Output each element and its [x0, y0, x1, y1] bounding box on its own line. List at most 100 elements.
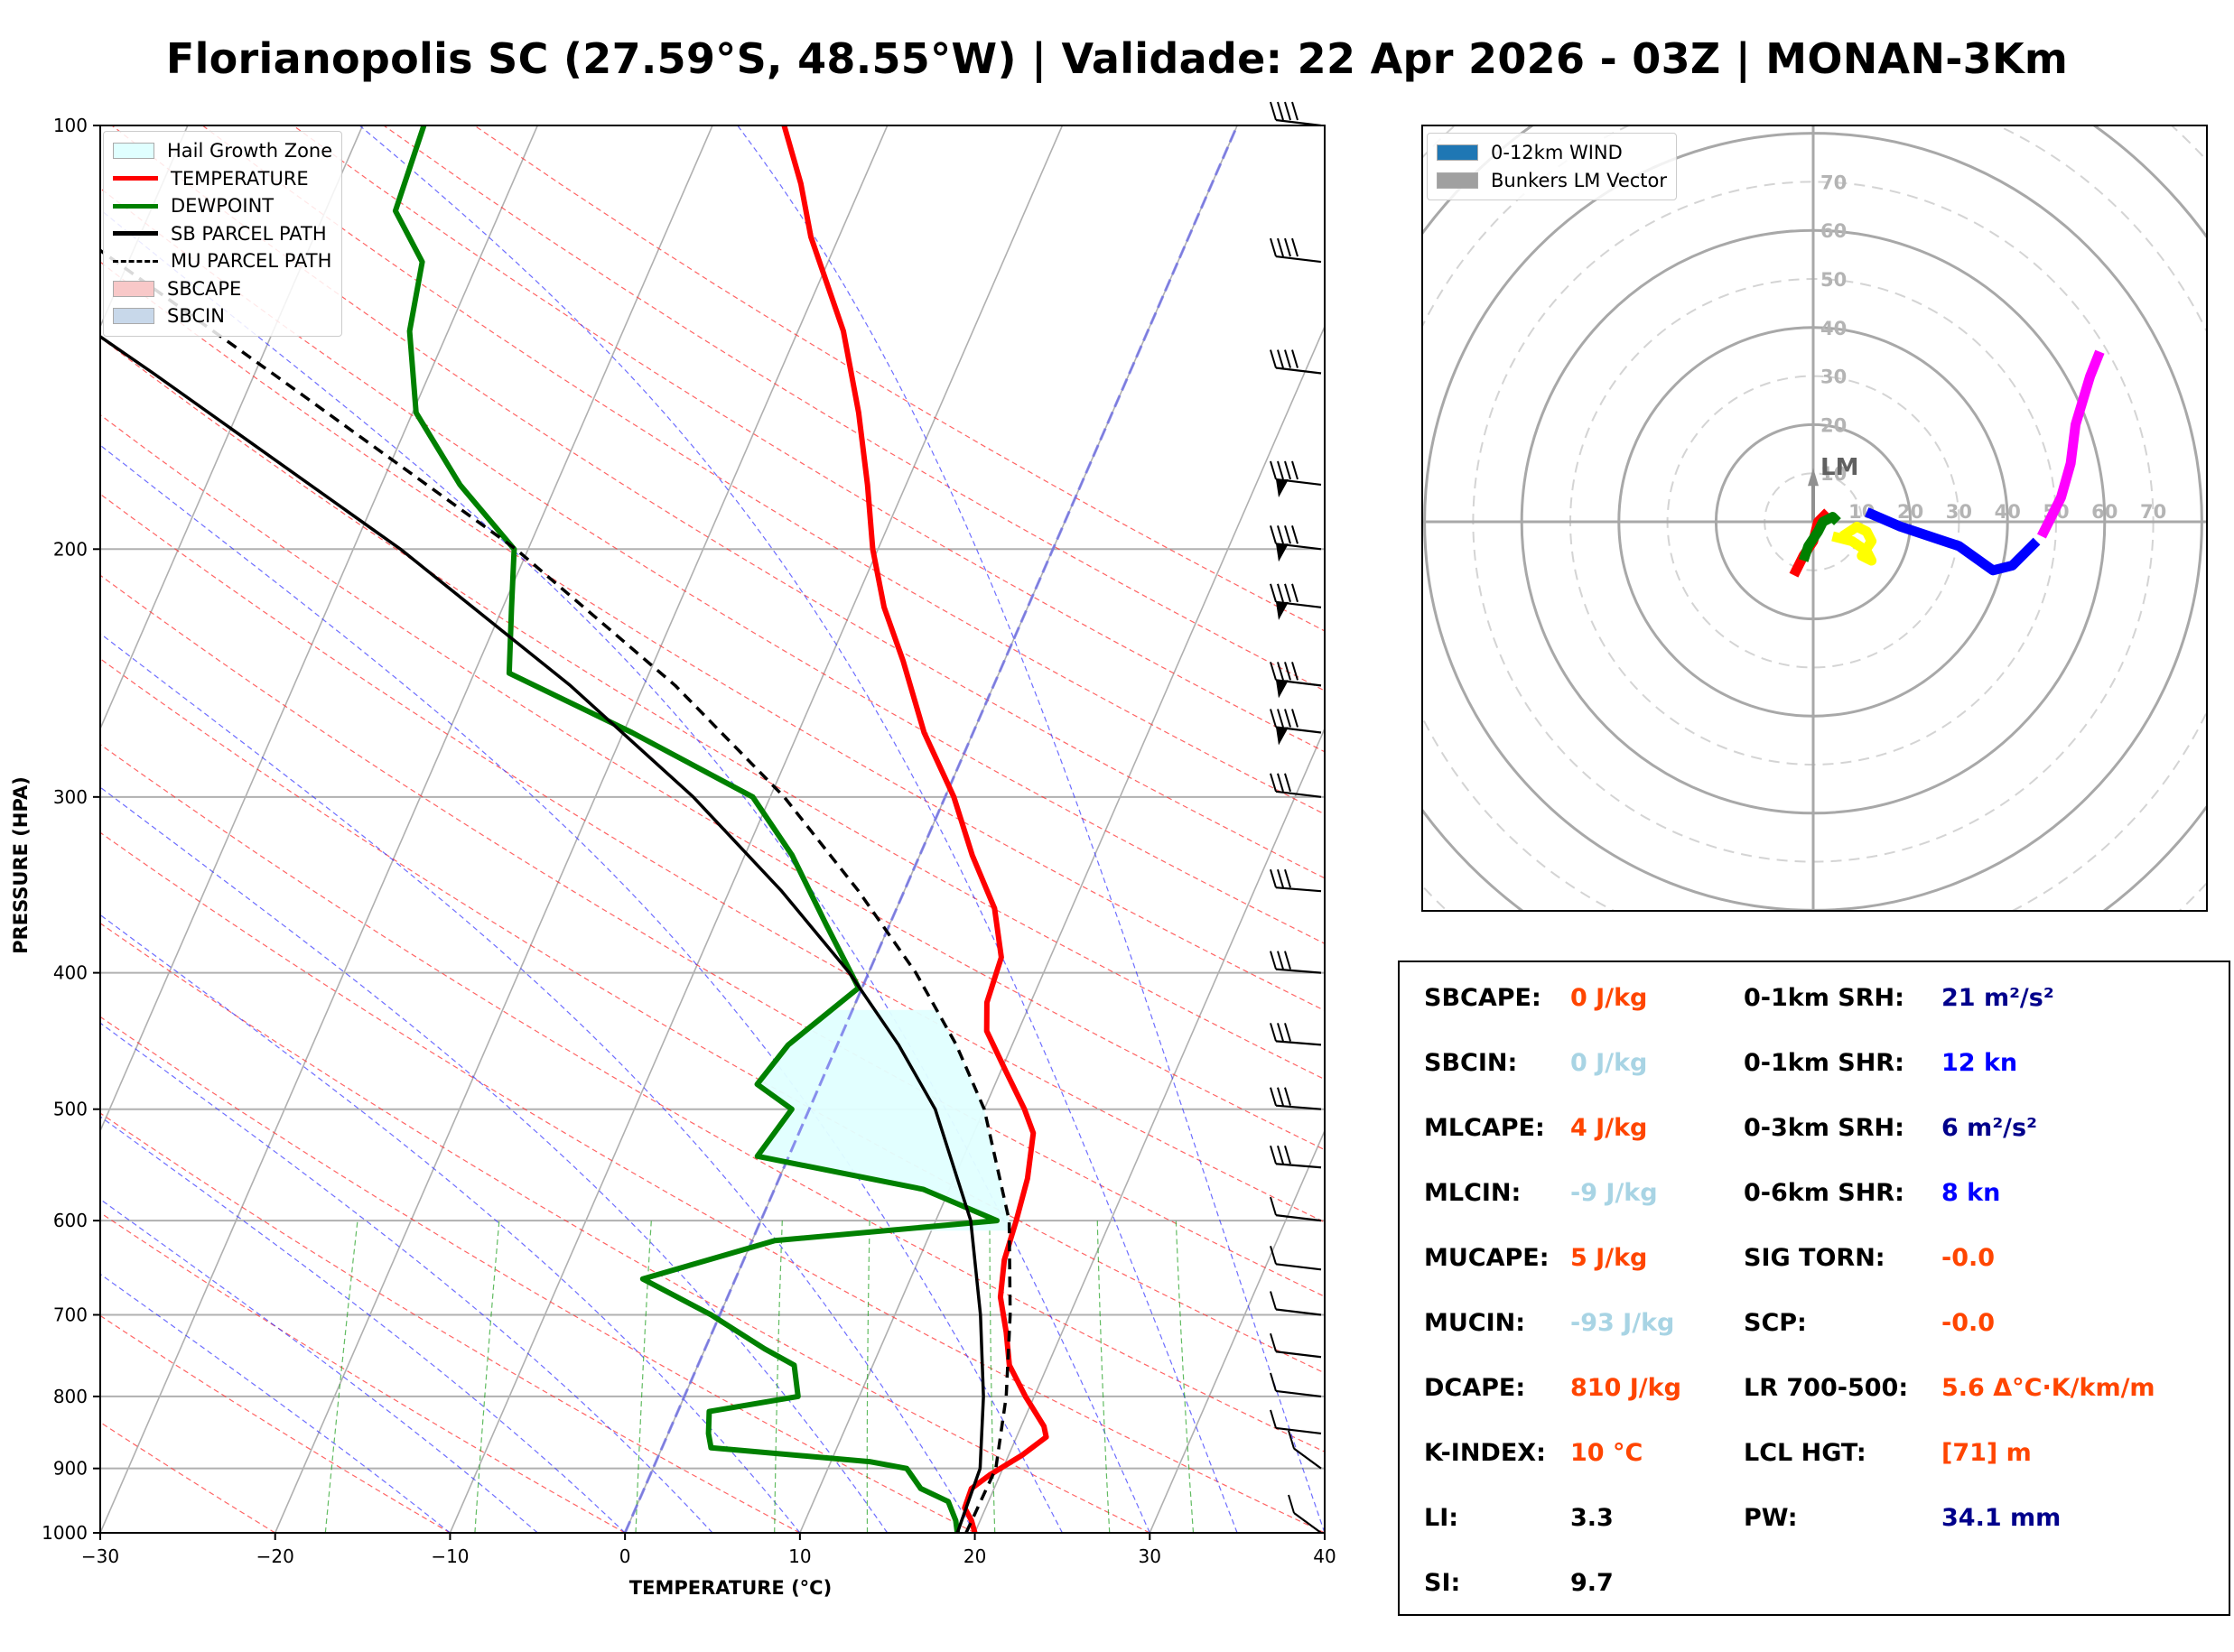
moist-adiabat: [737, 125, 1325, 1533]
hodograph-frame: [1421, 125, 2208, 912]
legend-entry: MU PARCEL PATH: [113, 247, 332, 275]
legend-label: DEWPOINT: [171, 195, 275, 218]
param-label: PW:: [1744, 1504, 1798, 1532]
legend-swatch: [113, 176, 158, 181]
dry-adiabat: [100, 574, 1325, 1297]
wind-barb: [1270, 1409, 1322, 1435]
isotherm: [973, 727, 1325, 1533]
param-value: -93 J/kg: [1570, 1309, 1675, 1337]
mixing-ratio-line: [1096, 1220, 1111, 1533]
param-value: 9.7: [1570, 1569, 1614, 1597]
param-value: 0 J/kg: [1570, 984, 1648, 1012]
moist-adiabat: [100, 1022, 713, 1533]
param-label: MUCIN:: [1424, 1309, 1526, 1337]
wind-barb: [1270, 583, 1322, 620]
legend-swatch: [113, 259, 158, 263]
y-tick-label: 600: [53, 1210, 88, 1231]
legend-label: SBCIN: [167, 305, 225, 328]
mixing-ratio-line: [1175, 1220, 1195, 1533]
dry-adiabat: [100, 831, 1325, 1533]
param-label: LR 700-500:: [1744, 1374, 1909, 1402]
y-tick-label: 400: [53, 962, 88, 984]
param-value: 3.3: [1570, 1504, 1614, 1532]
x-tick-label: 10: [788, 1545, 811, 1567]
mixing-ratio-line: [774, 1220, 783, 1533]
mixing-ratio-line: [324, 1220, 358, 1533]
param-value: -0.0: [1941, 1309, 1996, 1337]
hodo-ring-label: 50: [1820, 269, 1847, 291]
legend-label: 0-12km WIND: [1491, 142, 1623, 164]
y-axis-label: PRESSURE (HPA): [10, 776, 32, 954]
wind-barb: [1270, 1291, 1322, 1316]
param-value: 12 kn: [1941, 1049, 2018, 1077]
legend-swatch: [1437, 172, 1478, 189]
wind-barb: [1270, 1196, 1322, 1222]
param-label: MLCIN:: [1424, 1179, 1522, 1207]
legend-entry: DEWPOINT: [113, 192, 332, 220]
bunkers-lm-arrowhead: [1808, 468, 1819, 487]
dry-adiabat: [100, 1314, 451, 1533]
wind-barb: [1288, 1430, 1322, 1470]
param-value: 34.1 mm: [1941, 1504, 2062, 1532]
y-tick-label: 100: [53, 115, 88, 136]
hodo-axis-label: 70: [2140, 501, 2166, 523]
parameters-panel: SBCAPE: 0 J/kg SBCIN: 0 J/kg MLCAPE: 4 J/kg ML…: [1398, 961, 2230, 1616]
legend-label: Hail Growth Zone: [167, 140, 333, 162]
hodograph-legend: 0-12km WIND Bunkers LM Vector: [1427, 133, 1678, 200]
param-label: SBCIN:: [1424, 1049, 1518, 1077]
wind-barb: [1270, 951, 1322, 974]
y-tick-label: 300: [53, 786, 88, 808]
hodo-ring-label: 30: [1820, 367, 1847, 388]
y-tick-label: 900: [53, 1458, 88, 1480]
legend-swatch: [1437, 144, 1478, 162]
wind-barb: [1270, 1023, 1322, 1046]
param-value: 8 kn: [1941, 1179, 2001, 1207]
isotherm: [100, 125, 364, 731]
dry-adiabat: [100, 337, 1325, 1081]
hodo-axis-label: 20: [1897, 501, 1923, 523]
hodo-ring-label: 20: [1820, 414, 1847, 436]
hodo-ring-label: 10: [1820, 463, 1847, 485]
param-value: -0.0: [1941, 1244, 1996, 1272]
dry-adiabat: [201, 125, 1325, 815]
moist-adiabat: [100, 633, 976, 1533]
hodo-axis-label: 30: [1946, 501, 1972, 523]
dry-adiabat: [100, 1211, 626, 1533]
legend-entry: SB PARCEL PATH: [113, 220, 332, 248]
legend-label: Bunkers LM Vector: [1491, 169, 1668, 191]
legend-swatch: [113, 231, 158, 237]
wind-barb: [1288, 1494, 1322, 1534]
moist-adiabat: [100, 1273, 451, 1533]
mixing-ratio-line: [474, 1220, 500, 1533]
param-label: 0-1km SHR:: [1744, 1049, 1904, 1077]
dry-adiabat: [100, 743, 1325, 1452]
freezing-isotherm: [623, 125, 1239, 1533]
y-tick-label: 700: [53, 1304, 88, 1326]
bunkers-lm-label: LM: [1820, 454, 1858, 481]
wind-barb: [1270, 868, 1322, 893]
wind-barb: [1270, 773, 1322, 798]
dry-adiabat: [100, 1016, 975, 1533]
moist-adiabat: [100, 786, 889, 1533]
x-tick-label: −10: [431, 1545, 469, 1567]
param-value: -9 J/kg: [1570, 1179, 1658, 1207]
skewt-legend: Hail Growth Zone TEMPERATURE DEWPOINT SB PA…: [103, 131, 343, 337]
moist-adiabat: [358, 125, 1238, 1533]
hodo-axis-label: 40: [1995, 501, 2021, 523]
chart-title: Florianopolis SC (27.59°S, 48.55°W) | Va…: [165, 34, 2069, 83]
param-label: K-INDEX:: [1424, 1439, 1546, 1467]
dry-adiabat: [100, 413, 1325, 1151]
wind-barb: [1270, 662, 1322, 699]
wind-barb: [1270, 1145, 1322, 1169]
y-tick-label: 500: [53, 1099, 88, 1120]
param-label: SCP:: [1744, 1309, 1807, 1337]
dry-adiabat: [293, 125, 1325, 753]
param-label: LI:: [1424, 1504, 1459, 1532]
legend-label: TEMPERATURE: [171, 167, 309, 190]
wind-barb: [1270, 237, 1322, 264]
series-sb-parcel-path: [100, 334, 985, 1533]
y-tick-label: 200: [53, 538, 88, 560]
param-label: MUCAPE:: [1424, 1244, 1550, 1272]
param-value: 5 J/kg: [1570, 1244, 1648, 1272]
